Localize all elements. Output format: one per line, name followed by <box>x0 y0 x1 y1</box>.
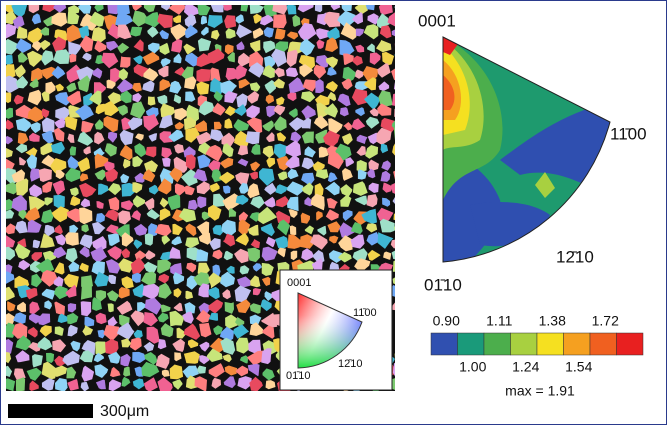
grain <box>196 69 210 82</box>
pole-label: 12̄10 <box>556 247 594 266</box>
legend-swatch <box>511 333 538 355</box>
legend-swatch <box>617 333 644 355</box>
grain <box>120 56 131 67</box>
figure: 0001 11̄00 12̄10 01̄10 300μm 0001 11̄00 … <box>0 0 667 425</box>
pole-label: 01̄10 <box>424 275 462 294</box>
max-label: max = 1.91 <box>505 383 575 399</box>
legend-swatch <box>537 333 564 355</box>
inset-label: 11̄00 <box>353 307 377 319</box>
scale-bar <box>8 404 93 418</box>
legend-swatch <box>484 333 511 355</box>
inset-key: 0001 11̄00 12̄10 01̄10 <box>280 270 392 390</box>
grain <box>145 233 154 246</box>
grain <box>315 79 324 93</box>
pole-label: 0001 <box>418 11 456 30</box>
inset-label: 01̄10 <box>286 370 310 382</box>
inset-label: 12̄10 <box>338 358 362 370</box>
legend-label: 1.54 <box>565 359 592 375</box>
grain <box>108 303 114 312</box>
grain <box>69 54 76 63</box>
legend-label: 1.38 <box>539 313 566 329</box>
legend-label: 1.11 <box>486 313 512 329</box>
legend-label: 1.24 <box>512 359 539 375</box>
pole-label: 11̄00 <box>610 124 647 143</box>
grain <box>148 97 156 106</box>
legend-swatch <box>458 333 485 355</box>
legend-swatch <box>431 333 458 355</box>
legend-label: 0.90 <box>433 313 460 329</box>
inset-label: 0001 <box>287 277 311 289</box>
grain <box>65 232 79 245</box>
grain <box>54 195 65 208</box>
scale-label: 300μm <box>100 403 149 420</box>
grain <box>273 14 287 28</box>
grain <box>246 131 260 144</box>
legend-swatch <box>590 333 617 355</box>
legend-label: 1.00 <box>459 359 486 375</box>
legend-swatch <box>564 333 591 355</box>
legend-label: 1.72 <box>592 313 619 329</box>
